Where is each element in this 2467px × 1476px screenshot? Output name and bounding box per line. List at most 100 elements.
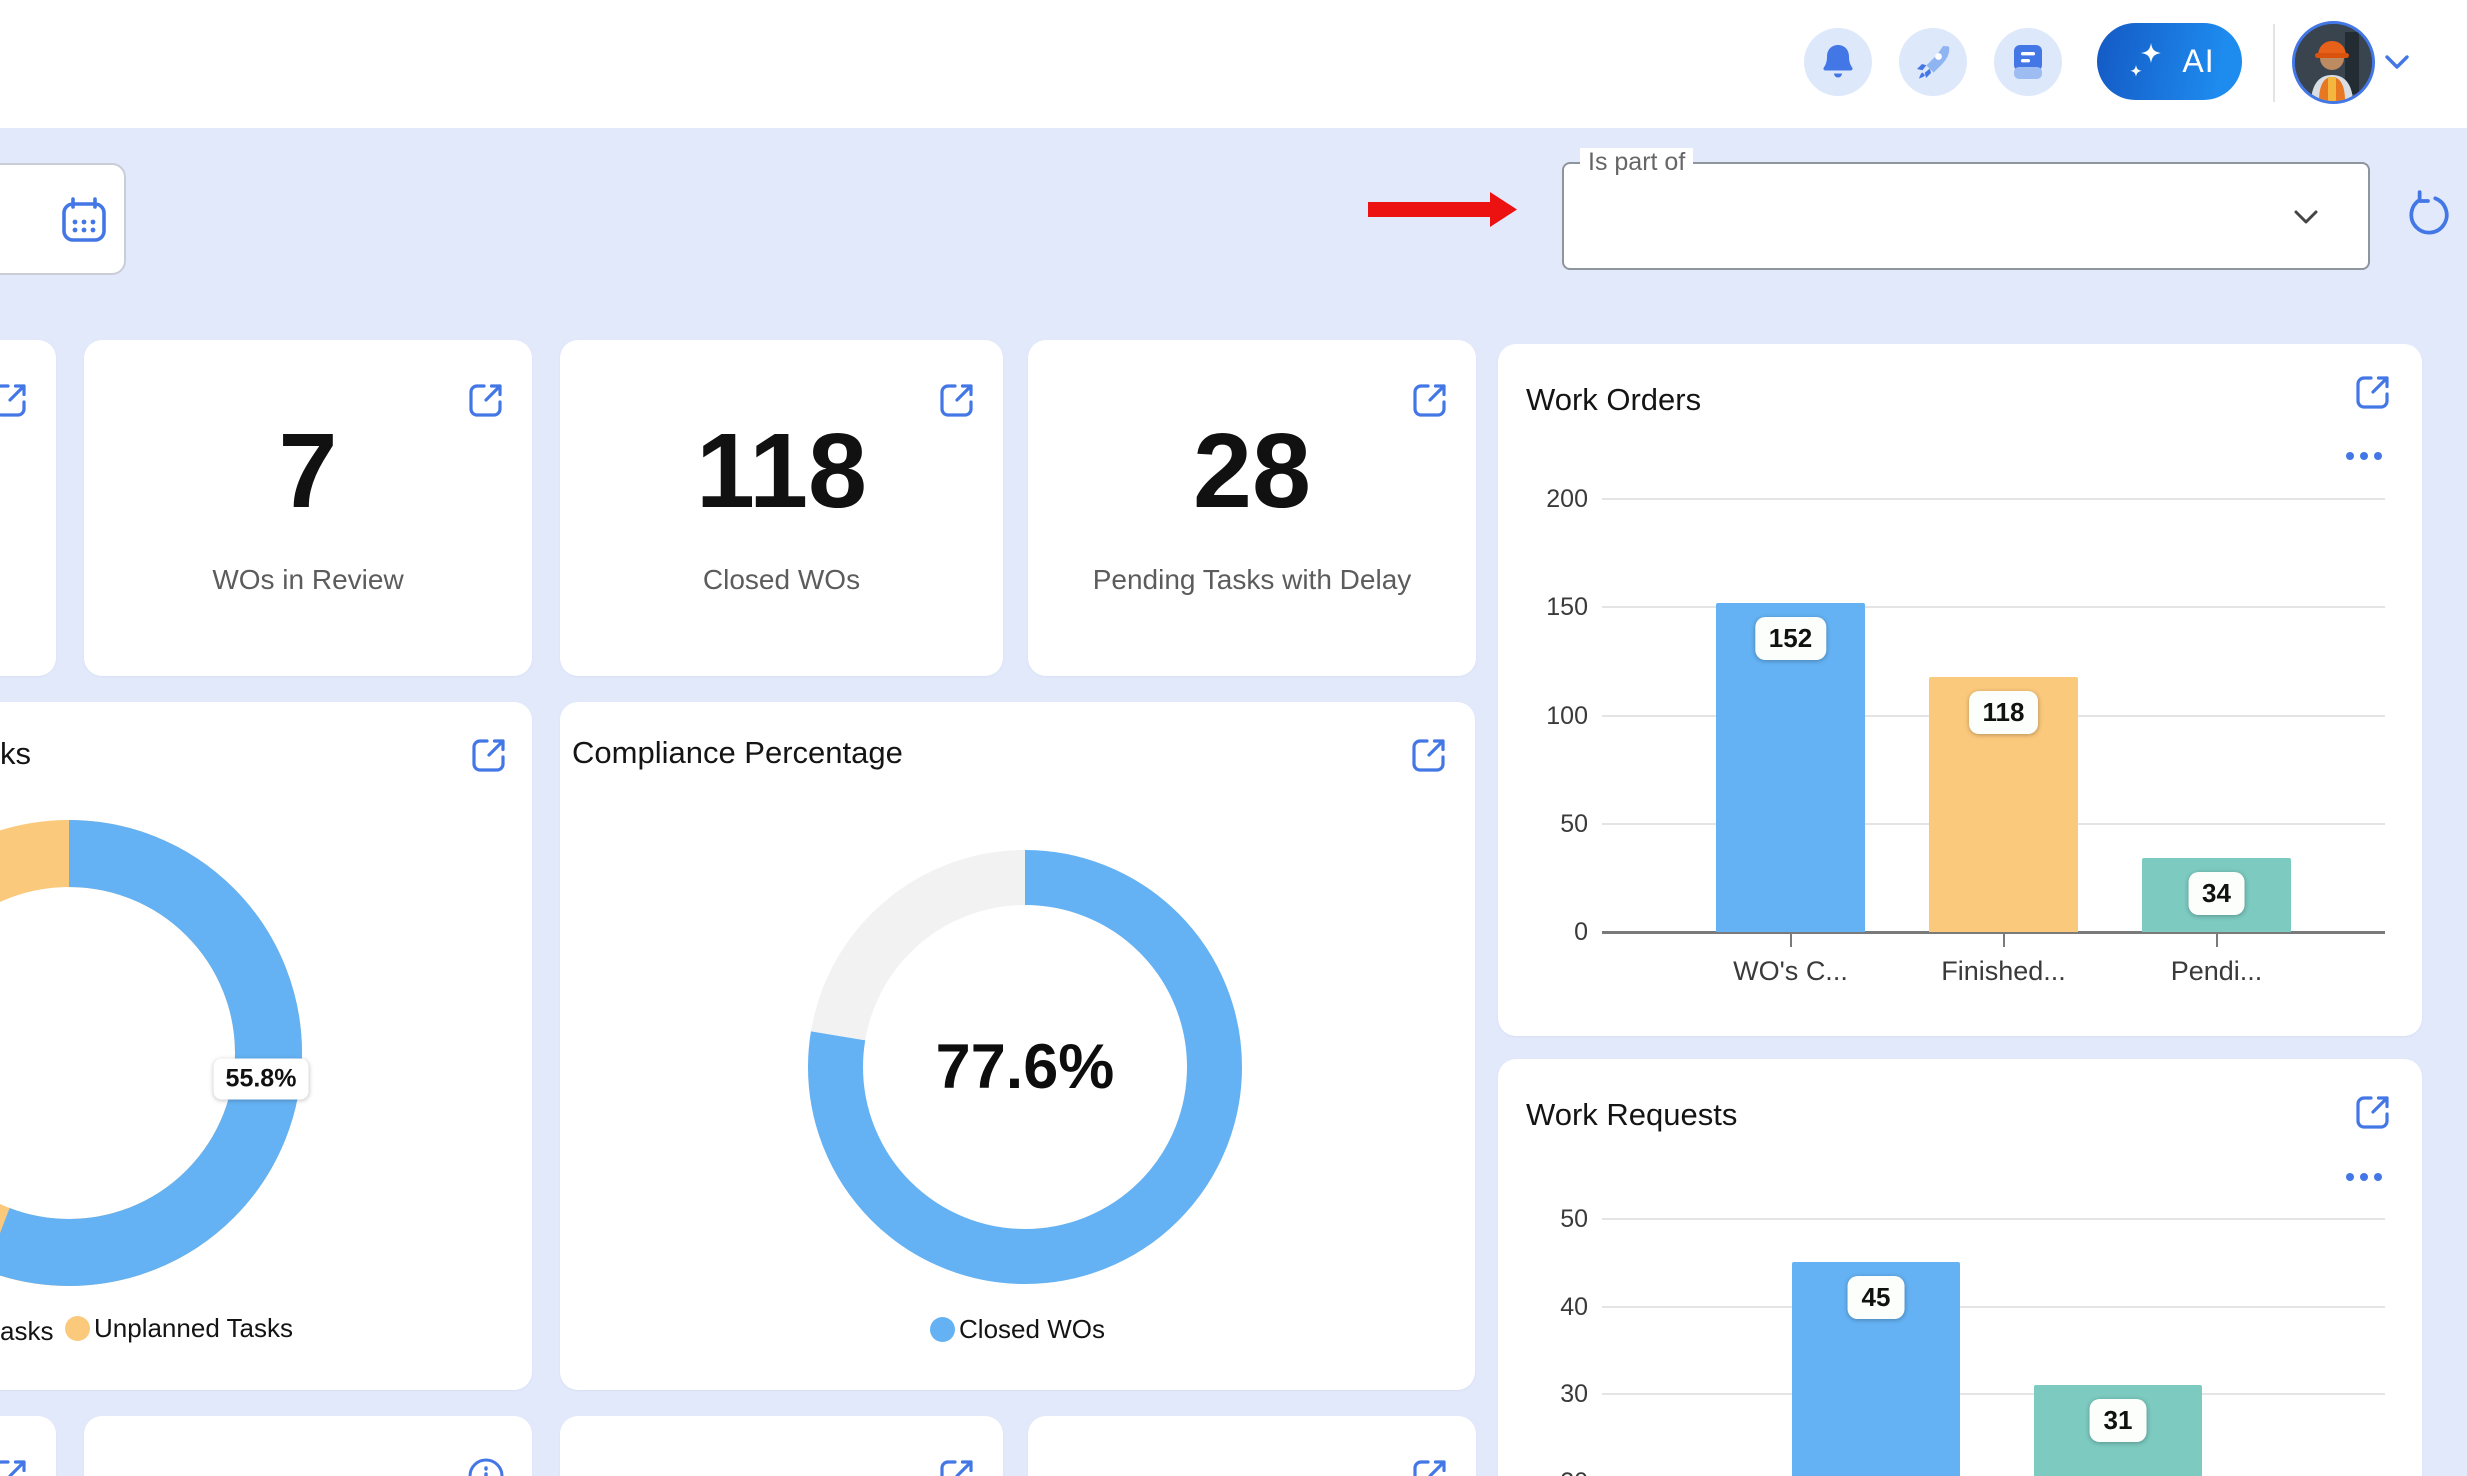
calendar-icon (62, 197, 106, 242)
topbar-divider (2273, 24, 2275, 102)
legend-item-planned-fragment[interactable]: asks (0, 1316, 54, 1346)
x-axis-label: Pendi... (2170, 956, 2263, 986)
work-requests-card: Work Requests 50 40 30 20 45 31 (1498, 1059, 2422, 1476)
kpi-card-closed-wos: 118 Closed WOs (560, 340, 1003, 676)
kpi-card-wos-in-review: 7 WOs in Review (84, 340, 532, 676)
bar-value-badge: 152 (1754, 616, 1827, 660)
worker-avatar-image (2295, 24, 2372, 101)
tasks-donut-card: ks 55.8% asks Unplanned Tasks (0, 702, 532, 1390)
y-axis-label-30: 30 (1560, 1380, 1588, 1408)
bottom-card-4 (1028, 1416, 1476, 1476)
gridline-50 (1602, 1218, 2385, 1220)
slice-value-badge: 55.8% (213, 1058, 309, 1100)
kpi-value: 7 (278, 412, 338, 530)
x-axis-tick (1789, 934, 1792, 947)
chart-options-menu[interactable] (2346, 1173, 2382, 1181)
card-title: Work Orders (1526, 382, 1702, 417)
external-link-icon (1410, 1456, 1450, 1476)
work-orders-card: Work Orders 200 150 100 50 0 152 WO's C... 118 F… (1498, 344, 2422, 1036)
x-axis-label: Finished... (1941, 956, 2066, 986)
bottom-card-cut-left (0, 1416, 56, 1476)
bar-value-badge: 118 (1968, 690, 2039, 734)
kpi-label: Closed WOs (702, 564, 861, 595)
select-chevron-down-icon (2294, 210, 2318, 224)
y-axis-label-150: 150 (1546, 593, 1588, 622)
card-title: Compliance Percentage (572, 735, 903, 770)
x-axis-label: WO's C... (1733, 956, 1848, 986)
bottom-card-3 (560, 1416, 1003, 1476)
x-axis-tick (2215, 934, 2218, 947)
kpi-card-pending-tasks-delay: 28 Pending Tasks with Delay (1028, 340, 1476, 676)
compliance-gauge-chart (808, 850, 1242, 1284)
donut-slice-primary (0, 820, 302, 1286)
gridline-0 (1602, 931, 2385, 934)
top-bar: AI (0, 0, 2467, 128)
y-axis-label-40: 40 (1560, 1292, 1588, 1321)
kpi-label: WOs in Review (212, 564, 404, 595)
user-avatar[interactable] (2292, 21, 2375, 104)
external-link-icon (1410, 380, 1450, 420)
bar-value-badge: 34 (2188, 872, 2245, 916)
bar-value-badge: 45 (1847, 1276, 1905, 1320)
notebook-icon (2014, 45, 2042, 79)
kpi-value: 118 (695, 412, 867, 530)
y-axis-label-50: 50 (1560, 1205, 1588, 1233)
is-part-of-label: Is part of (1580, 148, 1694, 177)
external-link-icon (0, 1456, 30, 1476)
launch-rocket-button[interactable] (1899, 28, 1967, 96)
open-external-button[interactable] (0, 380, 30, 420)
y-axis-label-20: 20 (1498, 1468, 1588, 1476)
compliance-center-value: 77.6% (935, 1032, 1115, 1102)
user-menu-chevron-down-icon[interactable] (2384, 54, 2410, 71)
gridline-40 (1602, 1305, 2385, 1308)
open-external-button[interactable] (0, 1456, 30, 1476)
kpi-card-cut-left (0, 340, 56, 676)
legend-swatch (930, 1317, 956, 1342)
y-axis-label-50: 50 (1560, 809, 1588, 838)
refresh-icon (2409, 190, 2449, 235)
legend-row: Closed WOs (560, 1314, 1475, 1345)
gridline-150 (1602, 606, 2385, 609)
external-link-icon (937, 380, 977, 420)
y-axis-label-0: 0 (1574, 918, 1588, 946)
open-external-button[interactable] (937, 380, 977, 420)
chart-options-menu[interactable] (2346, 452, 2382, 460)
open-external-button[interactable] (937, 1456, 977, 1476)
card-title: Work Requests (1526, 1097, 1738, 1132)
bar-value-badge: 31 (2089, 1398, 2147, 1442)
work-requests-bar-chart: 50 40 30 20 45 31 (1498, 1059, 2422, 1476)
compliance-percentage-card: Compliance Percentage 77.6% Closed WOs (560, 702, 1475, 1390)
sparkles-icon (2130, 42, 2162, 77)
ai-assistant-button[interactable]: AI (2097, 23, 2242, 100)
is-part-of-select[interactable]: Is part of (1562, 148, 2370, 270)
bell-icon (1823, 45, 1853, 78)
work-orders-bar-chart: 200 150 100 50 0 152 WO's C... 118 Finished... 34… (1498, 344, 2422, 1036)
gridline-200 (1602, 498, 2385, 500)
external-link-icon (937, 1456, 977, 1476)
y-axis-label-100: 100 (1546, 701, 1588, 730)
notifications-button[interactable] (1804, 28, 1872, 96)
external-link-icon (0, 380, 30, 420)
refresh-button[interactable] (2404, 190, 2454, 240)
y-axis-label-200: 200 (1546, 485, 1588, 513)
card-title-fragment: ks (0, 736, 31, 771)
x-axis-tick (2002, 934, 2005, 947)
open-external-button[interactable] (466, 380, 506, 420)
rocket-icon (1917, 46, 1950, 79)
legend-item-unplanned[interactable]: Unplanned Tasks (65, 1313, 293, 1344)
external-link-icon (466, 380, 506, 420)
notes-button[interactable] (1994, 28, 2062, 96)
ai-button-label: AI (2182, 43, 2215, 79)
red-annotation-arrow (1368, 192, 1517, 227)
open-external-button[interactable] (1410, 1456, 1450, 1476)
open-external-button[interactable] (1410, 380, 1450, 420)
bottom-card-2 (84, 1416, 532, 1476)
gridline-30 (1602, 1393, 2385, 1395)
kpi-value: 28 (1193, 412, 1311, 530)
info-icon (466, 1456, 506, 1476)
info-button[interactable] (466, 1456, 506, 1476)
legend-item-closed-wos[interactable]: Closed WOs (930, 1314, 1105, 1345)
legend-swatch (65, 1316, 90, 1341)
date-range-button[interactable] (0, 163, 126, 275)
